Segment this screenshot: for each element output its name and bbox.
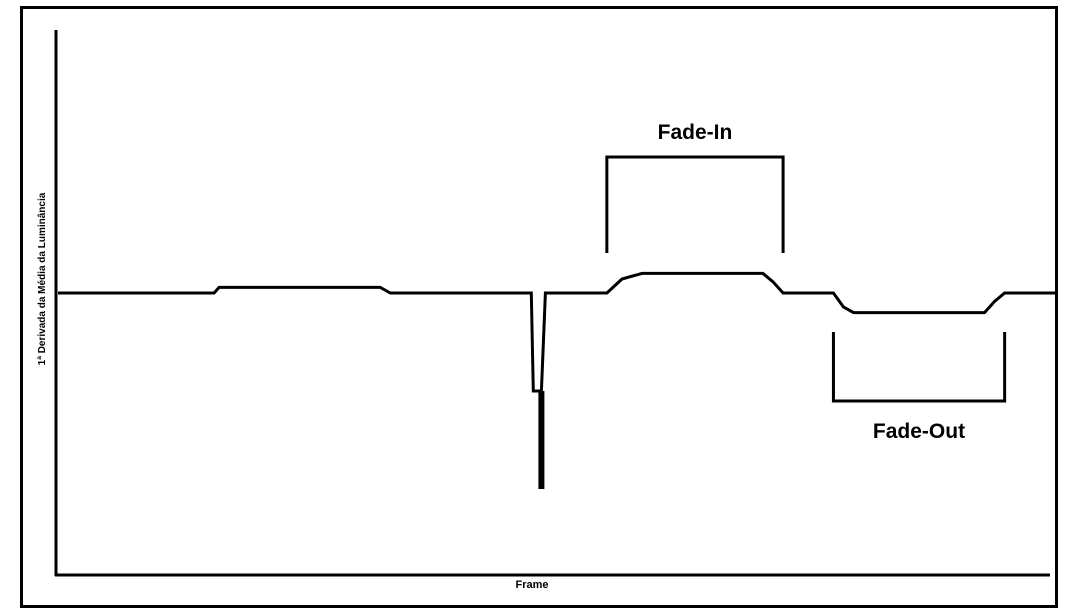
series-layer: [58, 271, 1055, 489]
annotation-bracket-0: [605, 155, 785, 253]
x-axis-label: Frame: [515, 579, 548, 591]
annotation-0: Fade-In: [605, 121, 785, 253]
y-axis-label: 1ª Derivada da Média da Luminância: [37, 192, 48, 365]
annotation-layer: Fade-In Fade-Out: [605, 121, 1007, 443]
figure-border: [20, 6, 1058, 608]
annotation-1: Fade-Out: [831, 332, 1007, 443]
annotation-label-0: Fade-In: [658, 121, 733, 144]
annotation-bracket-1: [831, 332, 1007, 403]
series-line-0: [58, 271, 1055, 393]
axes: [54, 30, 1050, 577]
annotation-label-1: Fade-Out: [873, 420, 965, 443]
